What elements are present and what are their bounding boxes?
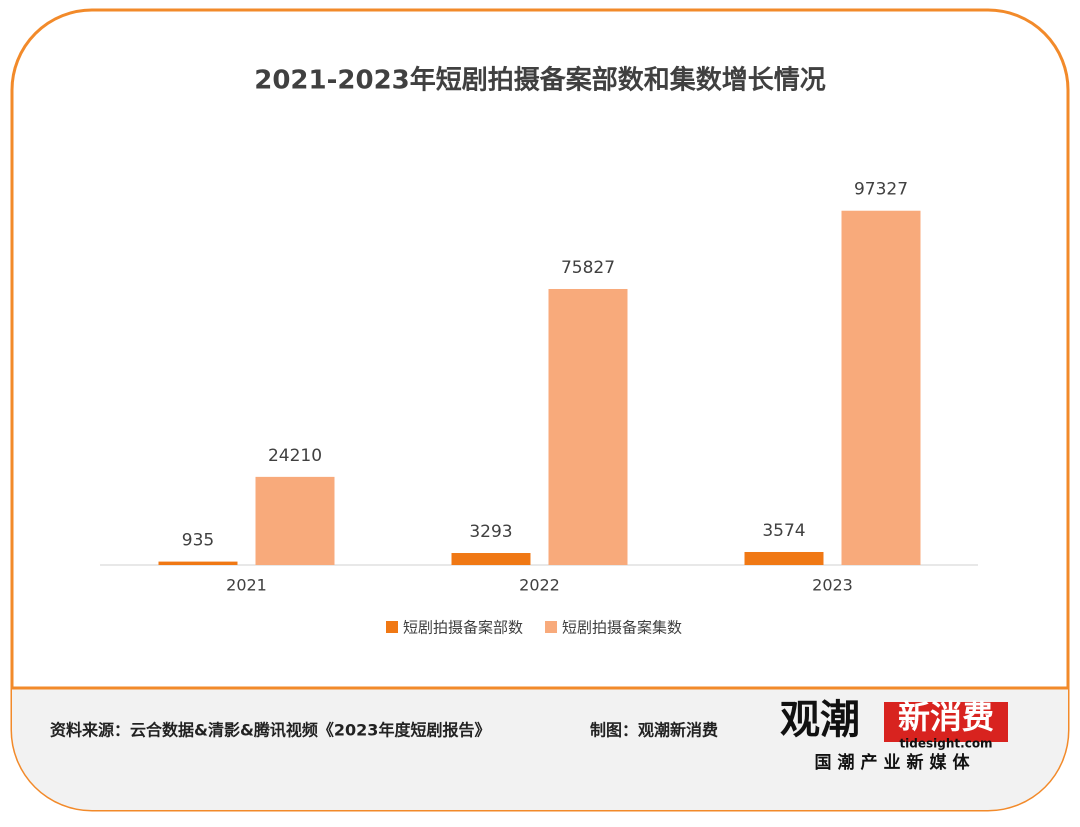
x-tick-label: 2021	[226, 576, 267, 595]
credit-note: 制图：观潮新消费	[590, 721, 718, 740]
x-tick-label: 2022	[519, 576, 560, 595]
chart-title: 2021-2023年短剧拍摄备案部数和集数增长情况	[254, 65, 826, 96]
data-label: 3293	[469, 522, 512, 542]
bar	[841, 210, 921, 565]
logo-name: 观潮	[780, 697, 860, 743]
source-note: 资料来源：云合数据&清影&腾讯视频《2023年度短剧报告》	[50, 721, 490, 740]
logo-box	[884, 702, 1008, 742]
logo-slogan: 国潮产业新媒体	[815, 752, 976, 773]
bar	[451, 553, 531, 565]
logo-site: tidesight.com	[899, 737, 992, 751]
data-label: 24210	[268, 446, 322, 466]
bar	[255, 476, 335, 565]
bar	[548, 288, 628, 565]
bar	[744, 551, 824, 565]
legend-swatch	[386, 621, 398, 633]
logo-name-red: 新消费	[898, 698, 994, 736]
legend-label: 短剧拍摄备案部数	[403, 619, 523, 637]
data-label: 935	[182, 531, 214, 551]
data-label: 3574	[762, 521, 805, 541]
x-tick-label: 2023	[812, 576, 853, 595]
data-label: 97327	[854, 180, 908, 200]
legend-label: 短剧拍摄备案集数	[562, 619, 682, 637]
bar	[158, 561, 238, 565]
legend-swatch	[545, 621, 558, 633]
data-label: 75827	[561, 258, 615, 278]
